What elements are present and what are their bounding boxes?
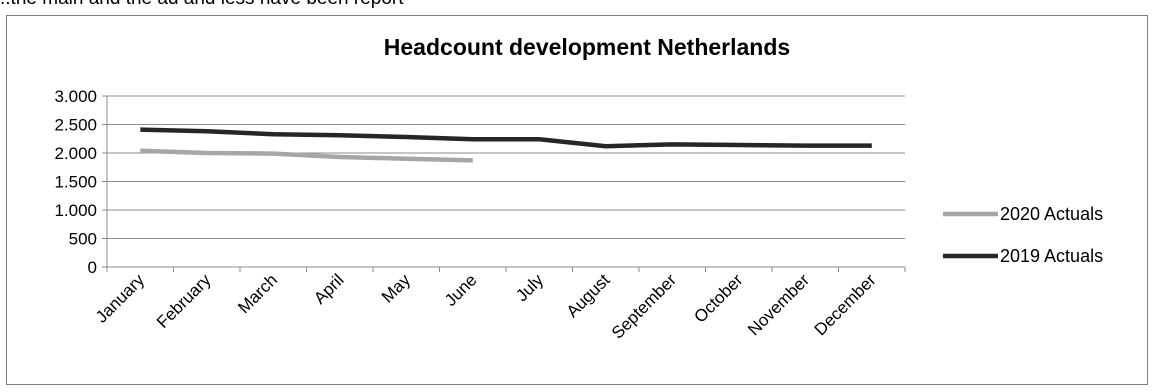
x-tick-label: August (563, 270, 614, 321)
x-tick-label: January (92, 270, 149, 327)
x-tick-label: April (310, 270, 347, 307)
axes: 0 500 1.000 1.500 2.000 2.500 3.000 January Febr… (54, 87, 906, 343)
x-tick-label: September (608, 270, 680, 342)
series-line-2019 (140, 127, 872, 149)
chart-area (6, 15, 1148, 385)
gridlines (107, 95, 905, 239)
y-tick-label: 1.000 (54, 201, 97, 220)
x-tick-label: May (378, 270, 414, 306)
legend-label: 2019 Actuals (1000, 246, 1103, 266)
chart-title: Headcount development Netherlands (384, 34, 790, 60)
cropped-text-line: ..the main and the ad and less have been… (0, 0, 404, 10)
legend-label: 2020 Actuals (1000, 204, 1103, 224)
y-tick-label: 2.000 (54, 144, 97, 163)
x-tick-label: October (690, 270, 746, 326)
x-tick-label: March (234, 270, 281, 317)
y-tick-label: 500 (69, 230, 97, 249)
y-tick-label: 0 (88, 258, 97, 277)
x-tick-label: February (153, 270, 215, 332)
x-tick-label: July (512, 270, 547, 305)
series-line-2020 (140, 148, 473, 163)
legend: 2020 Actuals 2019 Actuals (943, 204, 1103, 266)
series-group (140, 127, 872, 163)
x-tick-label: December (811, 270, 880, 339)
y-tick-label: 2.500 (54, 116, 97, 135)
x-tick-label: November (744, 270, 813, 339)
y-tick-label: 3.000 (54, 87, 97, 106)
y-tick-label: 1.500 (54, 173, 97, 192)
x-tick-label: June (441, 270, 481, 310)
